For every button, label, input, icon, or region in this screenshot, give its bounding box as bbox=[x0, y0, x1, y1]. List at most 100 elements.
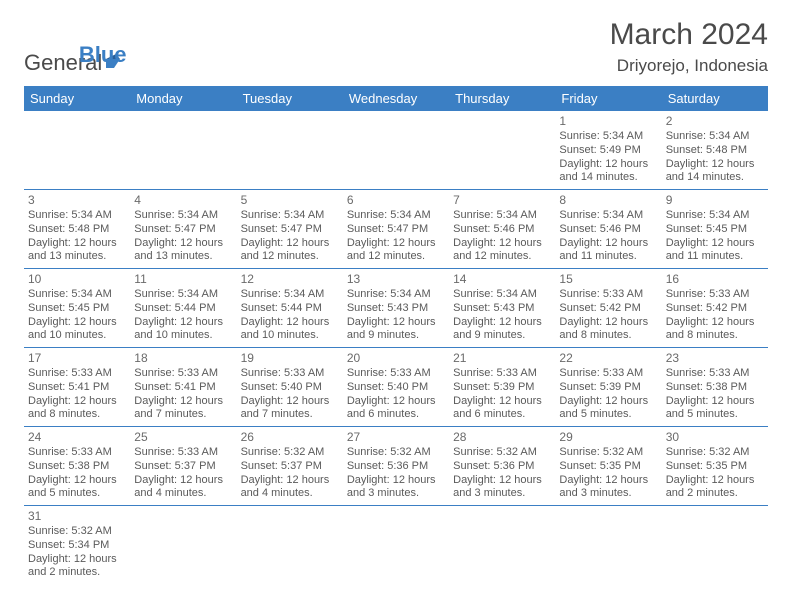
daylight-line: Daylight: 12 hours and 8 minutes. bbox=[559, 316, 657, 344]
sunset-line: Sunset: 5:42 PM bbox=[666, 302, 764, 316]
day-cell: 29Sunrise: 5:32 AMSunset: 5:35 PMDayligh… bbox=[555, 427, 661, 506]
day-number: 6 bbox=[347, 193, 445, 207]
day-cell: 22Sunrise: 5:33 AMSunset: 5:39 PMDayligh… bbox=[555, 348, 661, 427]
day-number: 25 bbox=[134, 430, 232, 444]
sunset-line: Sunset: 5:39 PM bbox=[559, 381, 657, 395]
week-row: 31Sunrise: 5:32 AMSunset: 5:34 PMDayligh… bbox=[24, 506, 768, 585]
day-cell bbox=[24, 111, 130, 190]
sunset-line: Sunset: 5:37 PM bbox=[241, 460, 339, 474]
daylight-line: Daylight: 12 hours and 8 minutes. bbox=[28, 395, 126, 423]
sunset-line: Sunset: 5:35 PM bbox=[559, 460, 657, 474]
day-cell: 1Sunrise: 5:34 AMSunset: 5:49 PMDaylight… bbox=[555, 111, 661, 190]
day-cell bbox=[343, 506, 449, 585]
sunrise-line: Sunrise: 5:32 AM bbox=[666, 446, 764, 460]
sunset-line: Sunset: 5:47 PM bbox=[241, 223, 339, 237]
day-number: 9 bbox=[666, 193, 764, 207]
sunrise-line: Sunrise: 5:34 AM bbox=[241, 288, 339, 302]
day-number: 7 bbox=[453, 193, 551, 207]
sunrise-line: Sunrise: 5:34 AM bbox=[134, 209, 232, 223]
day-number: 14 bbox=[453, 272, 551, 286]
day-number: 30 bbox=[666, 430, 764, 444]
col-sunday: Sunday bbox=[24, 86, 130, 111]
day-cell: 26Sunrise: 5:32 AMSunset: 5:37 PMDayligh… bbox=[237, 427, 343, 506]
sunrise-line: Sunrise: 5:34 AM bbox=[28, 209, 126, 223]
day-cell: 16Sunrise: 5:33 AMSunset: 5:42 PMDayligh… bbox=[662, 269, 768, 348]
day-cell: 6Sunrise: 5:34 AMSunset: 5:47 PMDaylight… bbox=[343, 190, 449, 269]
sunset-line: Sunset: 5:40 PM bbox=[241, 381, 339, 395]
sunrise-line: Sunrise: 5:32 AM bbox=[453, 446, 551, 460]
location: Driyorejo, Indonesia bbox=[610, 56, 768, 76]
day-number: 2 bbox=[666, 114, 764, 128]
day-number: 1 bbox=[559, 114, 657, 128]
sunrise-line: Sunrise: 5:34 AM bbox=[347, 288, 445, 302]
daylight-line: Daylight: 12 hours and 2 minutes. bbox=[666, 474, 764, 502]
daylight-line: Daylight: 12 hours and 10 minutes. bbox=[28, 316, 126, 344]
title-block: March 2024 Driyorejo, Indonesia bbox=[610, 18, 768, 76]
day-number: 21 bbox=[453, 351, 551, 365]
sunrise-line: Sunrise: 5:33 AM bbox=[666, 288, 764, 302]
day-number: 20 bbox=[347, 351, 445, 365]
week-row: 3Sunrise: 5:34 AMSunset: 5:48 PMDaylight… bbox=[24, 190, 768, 269]
day-number: 31 bbox=[28, 509, 126, 523]
day-cell: 27Sunrise: 5:32 AMSunset: 5:36 PMDayligh… bbox=[343, 427, 449, 506]
sunset-line: Sunset: 5:36 PM bbox=[347, 460, 445, 474]
sunset-line: Sunset: 5:34 PM bbox=[28, 539, 126, 553]
daylight-line: Daylight: 12 hours and 11 minutes. bbox=[666, 237, 764, 265]
week-row: 1 Sunrise: 5:34 AM Sunset: 5:49 PM Daylight… bbox=[24, 111, 768, 190]
header-row: Sunday Monday Tuesday Wednesday Thursday… bbox=[24, 86, 768, 111]
sunrise-line: Sunrise: 5:33 AM bbox=[134, 446, 232, 460]
sunset-line: Sunset: 5:38 PM bbox=[28, 460, 126, 474]
day-cell: 17Sunrise: 5:33 AMSunset: 5:41 PMDayligh… bbox=[24, 348, 130, 427]
sunrise-line: Sunrise: 5:33 AM bbox=[666, 367, 764, 381]
daylight-line: Daylight: 12 hours and 12 minutes. bbox=[241, 237, 339, 265]
day-cell: 10Sunrise: 5:34 AMSunset: 5:45 PMDayligh… bbox=[24, 269, 130, 348]
daylight-line: Daylight: 12 hours and 9 minutes. bbox=[453, 316, 551, 344]
sunrise-line: Sunrise: 5:33 AM bbox=[559, 288, 657, 302]
sunset-line: Sunset: 5:46 PM bbox=[453, 223, 551, 237]
day-number: 23 bbox=[666, 351, 764, 365]
sunset-line: Sunset: 5:37 PM bbox=[134, 460, 232, 474]
sunset-line: Sunset: 5:35 PM bbox=[666, 460, 764, 474]
daylight-line: Daylight: 12 hours and 12 minutes. bbox=[453, 237, 551, 265]
sunset-line: Sunset: 5:43 PM bbox=[347, 302, 445, 316]
day-cell bbox=[343, 111, 449, 190]
daylight-line: Daylight: 12 hours and 3 minutes. bbox=[559, 474, 657, 502]
sunset-line: Sunset: 5:41 PM bbox=[134, 381, 232, 395]
sunset-line: Sunset: 5:45 PM bbox=[28, 302, 126, 316]
daylight-line: Daylight: 12 hours and 14 minutes. bbox=[666, 158, 764, 186]
sunrise-line: Sunrise: 5:32 AM bbox=[559, 446, 657, 460]
sunrise-line: Sunrise: 5:34 AM bbox=[559, 209, 657, 223]
sunrise-line: Sunrise: 5:32 AM bbox=[241, 446, 339, 460]
day-number: 12 bbox=[241, 272, 339, 286]
sunrise-line: Sunrise: 5:34 AM bbox=[241, 209, 339, 223]
sunset-line: Sunset: 5:49 PM bbox=[559, 144, 657, 158]
sunrise-line: Sunrise: 5:32 AM bbox=[347, 446, 445, 460]
day-cell: 14Sunrise: 5:34 AMSunset: 5:43 PMDayligh… bbox=[449, 269, 555, 348]
day-cell: 20Sunrise: 5:33 AMSunset: 5:40 PMDayligh… bbox=[343, 348, 449, 427]
sunset-line: Sunset: 5:46 PM bbox=[559, 223, 657, 237]
daylight-line: Daylight: 12 hours and 3 minutes. bbox=[347, 474, 445, 502]
sunset-line: Sunset: 5:44 PM bbox=[134, 302, 232, 316]
calendar-table: Sunday Monday Tuesday Wednesday Thursday… bbox=[24, 86, 768, 584]
daylight-line: Daylight: 12 hours and 4 minutes. bbox=[134, 474, 232, 502]
sunrise-line: Sunrise: 5:34 AM bbox=[666, 130, 764, 144]
sunset-line: Sunset: 5:42 PM bbox=[559, 302, 657, 316]
day-cell: 5Sunrise: 5:34 AMSunset: 5:47 PMDaylight… bbox=[237, 190, 343, 269]
sunset-line: Sunset: 5:44 PM bbox=[241, 302, 339, 316]
daylight-line: Daylight: 12 hours and 7 minutes. bbox=[241, 395, 339, 423]
daylight-line: Daylight: 12 hours and 7 minutes. bbox=[134, 395, 232, 423]
sunset-line: Sunset: 5:39 PM bbox=[453, 381, 551, 395]
daylight-line: Daylight: 12 hours and 5 minutes. bbox=[28, 474, 126, 502]
sunset-line: Sunset: 5:40 PM bbox=[347, 381, 445, 395]
day-number: 18 bbox=[134, 351, 232, 365]
day-number: 16 bbox=[666, 272, 764, 286]
day-number: 28 bbox=[453, 430, 551, 444]
sunset-line: Sunset: 5:45 PM bbox=[666, 223, 764, 237]
week-row: 24Sunrise: 5:33 AMSunset: 5:38 PMDayligh… bbox=[24, 427, 768, 506]
day-number: 26 bbox=[241, 430, 339, 444]
day-cell: 13Sunrise: 5:34 AMSunset: 5:43 PMDayligh… bbox=[343, 269, 449, 348]
col-monday: Monday bbox=[130, 86, 236, 111]
sunrise-line: Sunrise: 5:33 AM bbox=[28, 367, 126, 381]
logo-line2: GeneBlue bbox=[24, 42, 127, 68]
daylight-line: Daylight: 12 hours and 5 minutes. bbox=[666, 395, 764, 423]
